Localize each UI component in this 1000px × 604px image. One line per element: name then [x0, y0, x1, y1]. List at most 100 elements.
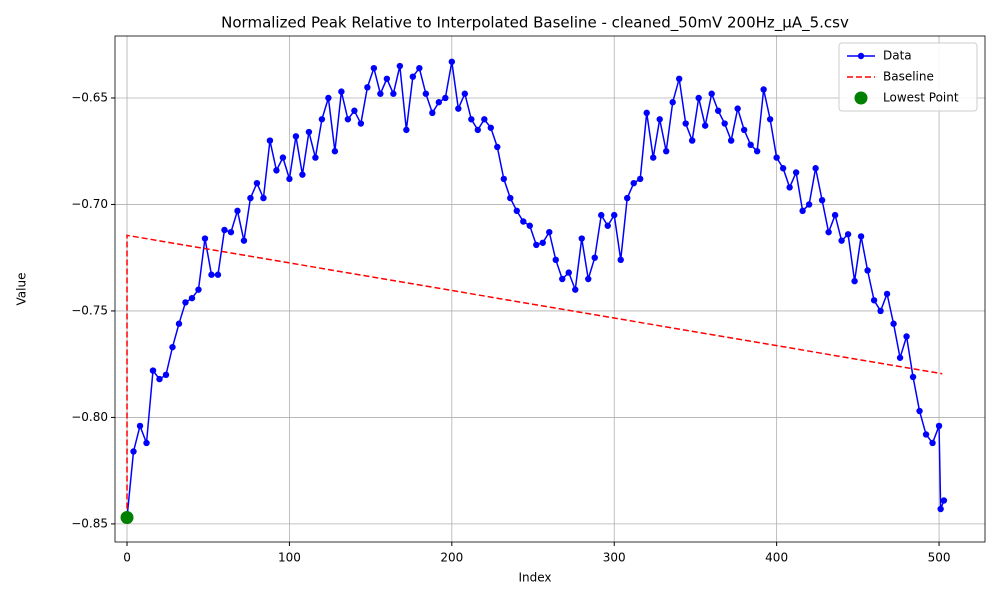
data-marker: [766, 116, 774, 123]
data-marker: [526, 222, 533, 229]
data-marker: [403, 126, 410, 134]
x-tick-label: 500: [928, 551, 951, 565]
data-marker: [591, 254, 598, 261]
data-marker: [383, 75, 391, 83]
data-marker: [247, 194, 254, 202]
data-marker: [682, 120, 689, 127]
data-marker: [786, 184, 793, 191]
data-marker: [637, 175, 644, 183]
data-marker: [922, 431, 930, 438]
data-marker: [227, 228, 235, 236]
legend-marker: [854, 91, 868, 105]
legend-label: Lowest Point: [883, 91, 959, 105]
data-marker: [864, 267, 871, 274]
data-marker: [364, 84, 371, 91]
data-marker: [799, 207, 806, 215]
data-marker: [169, 343, 176, 351]
data-marker: [513, 207, 520, 215]
data-marker: [552, 256, 559, 264]
data-marker: [273, 167, 280, 174]
data-marker: [455, 105, 462, 112]
data-marker: [714, 107, 722, 114]
data-marker: [805, 201, 813, 208]
data-marker: [175, 320, 183, 327]
data-marker: [851, 277, 858, 285]
data-marker: [825, 228, 832, 236]
data-marker: [929, 439, 936, 447]
y-tick-label: −0.70: [71, 197, 108, 211]
data-marker: [416, 64, 423, 72]
data-marker: [461, 90, 469, 97]
data-marker: [818, 196, 826, 204]
x-axis-label: Index: [518, 571, 551, 585]
lowest-point: [120, 511, 134, 525]
data-marker: [318, 116, 326, 123]
data-marker: [494, 143, 501, 151]
data-line: [126, 61, 945, 518]
data-marker: [779, 165, 787, 172]
data-marker: [390, 90, 397, 97]
data-marker: [201, 235, 209, 242]
data-marker: [481, 116, 488, 123]
data-marker: [935, 422, 943, 430]
x-tick-label: 200: [440, 551, 463, 565]
data-marker: [838, 237, 845, 244]
data-marker: [760, 86, 767, 93]
data-marker: [253, 179, 261, 187]
data-marker: [740, 126, 748, 134]
plot: [123, 58, 948, 521]
legend-box: [838, 42, 978, 112]
data-marker: [520, 218, 527, 225]
y-axis-label: Value: [15, 273, 29, 306]
data-marker: [474, 126, 482, 134]
legend-label: Data: [883, 49, 912, 63]
data-marker: [331, 148, 339, 155]
data-marker: [539, 239, 546, 246]
data-marker: [435, 99, 443, 106]
legend-label: Baseline: [883, 70, 934, 84]
baseline-line: [126, 234, 943, 518]
data-marker: [721, 120, 728, 127]
data-marker: [643, 109, 650, 117]
data-marker: [844, 231, 852, 238]
data-marker: [611, 211, 618, 219]
data-marker: [909, 373, 917, 381]
data-marker: [903, 333, 910, 340]
data-marker: [578, 235, 585, 242]
data-marker: [896, 354, 904, 361]
data-marker: [533, 241, 540, 249]
y-tick-label: −0.85: [71, 516, 108, 530]
data-marker: [286, 175, 293, 183]
data-marker: [831, 211, 839, 219]
data-marker: [675, 75, 683, 83]
data-marker: [937, 505, 944, 513]
chart-title: Normalized Peak Relative to Interpolated…: [221, 14, 849, 33]
data-marker: [149, 367, 157, 374]
data-marker: [292, 133, 300, 140]
data-marker: [299, 171, 306, 178]
data-marker: [468, 116, 475, 123]
data-marker: [357, 120, 365, 127]
data-marker: [747, 141, 754, 149]
plot-frame: [114, 35, 986, 543]
y-tick-label: −0.75: [71, 303, 108, 317]
data-marker: [546, 228, 553, 236]
data-marker: [663, 148, 670, 155]
data-marker: [260, 194, 267, 202]
data-marker: [266, 137, 274, 144]
data-marker: [585, 275, 592, 283]
x-tick-label: 0: [123, 551, 131, 565]
data-marker: [442, 94, 449, 102]
legend-marker: [857, 52, 865, 60]
data-marker: [338, 88, 345, 95]
data-marker: [630, 179, 637, 187]
data-marker: [559, 275, 566, 283]
data-marker: [279, 154, 287, 161]
data-marker: [883, 290, 891, 298]
data-marker: [617, 256, 624, 264]
data-marker: [500, 175, 507, 183]
data-marker: [448, 58, 456, 65]
data-marker: [195, 286, 202, 293]
